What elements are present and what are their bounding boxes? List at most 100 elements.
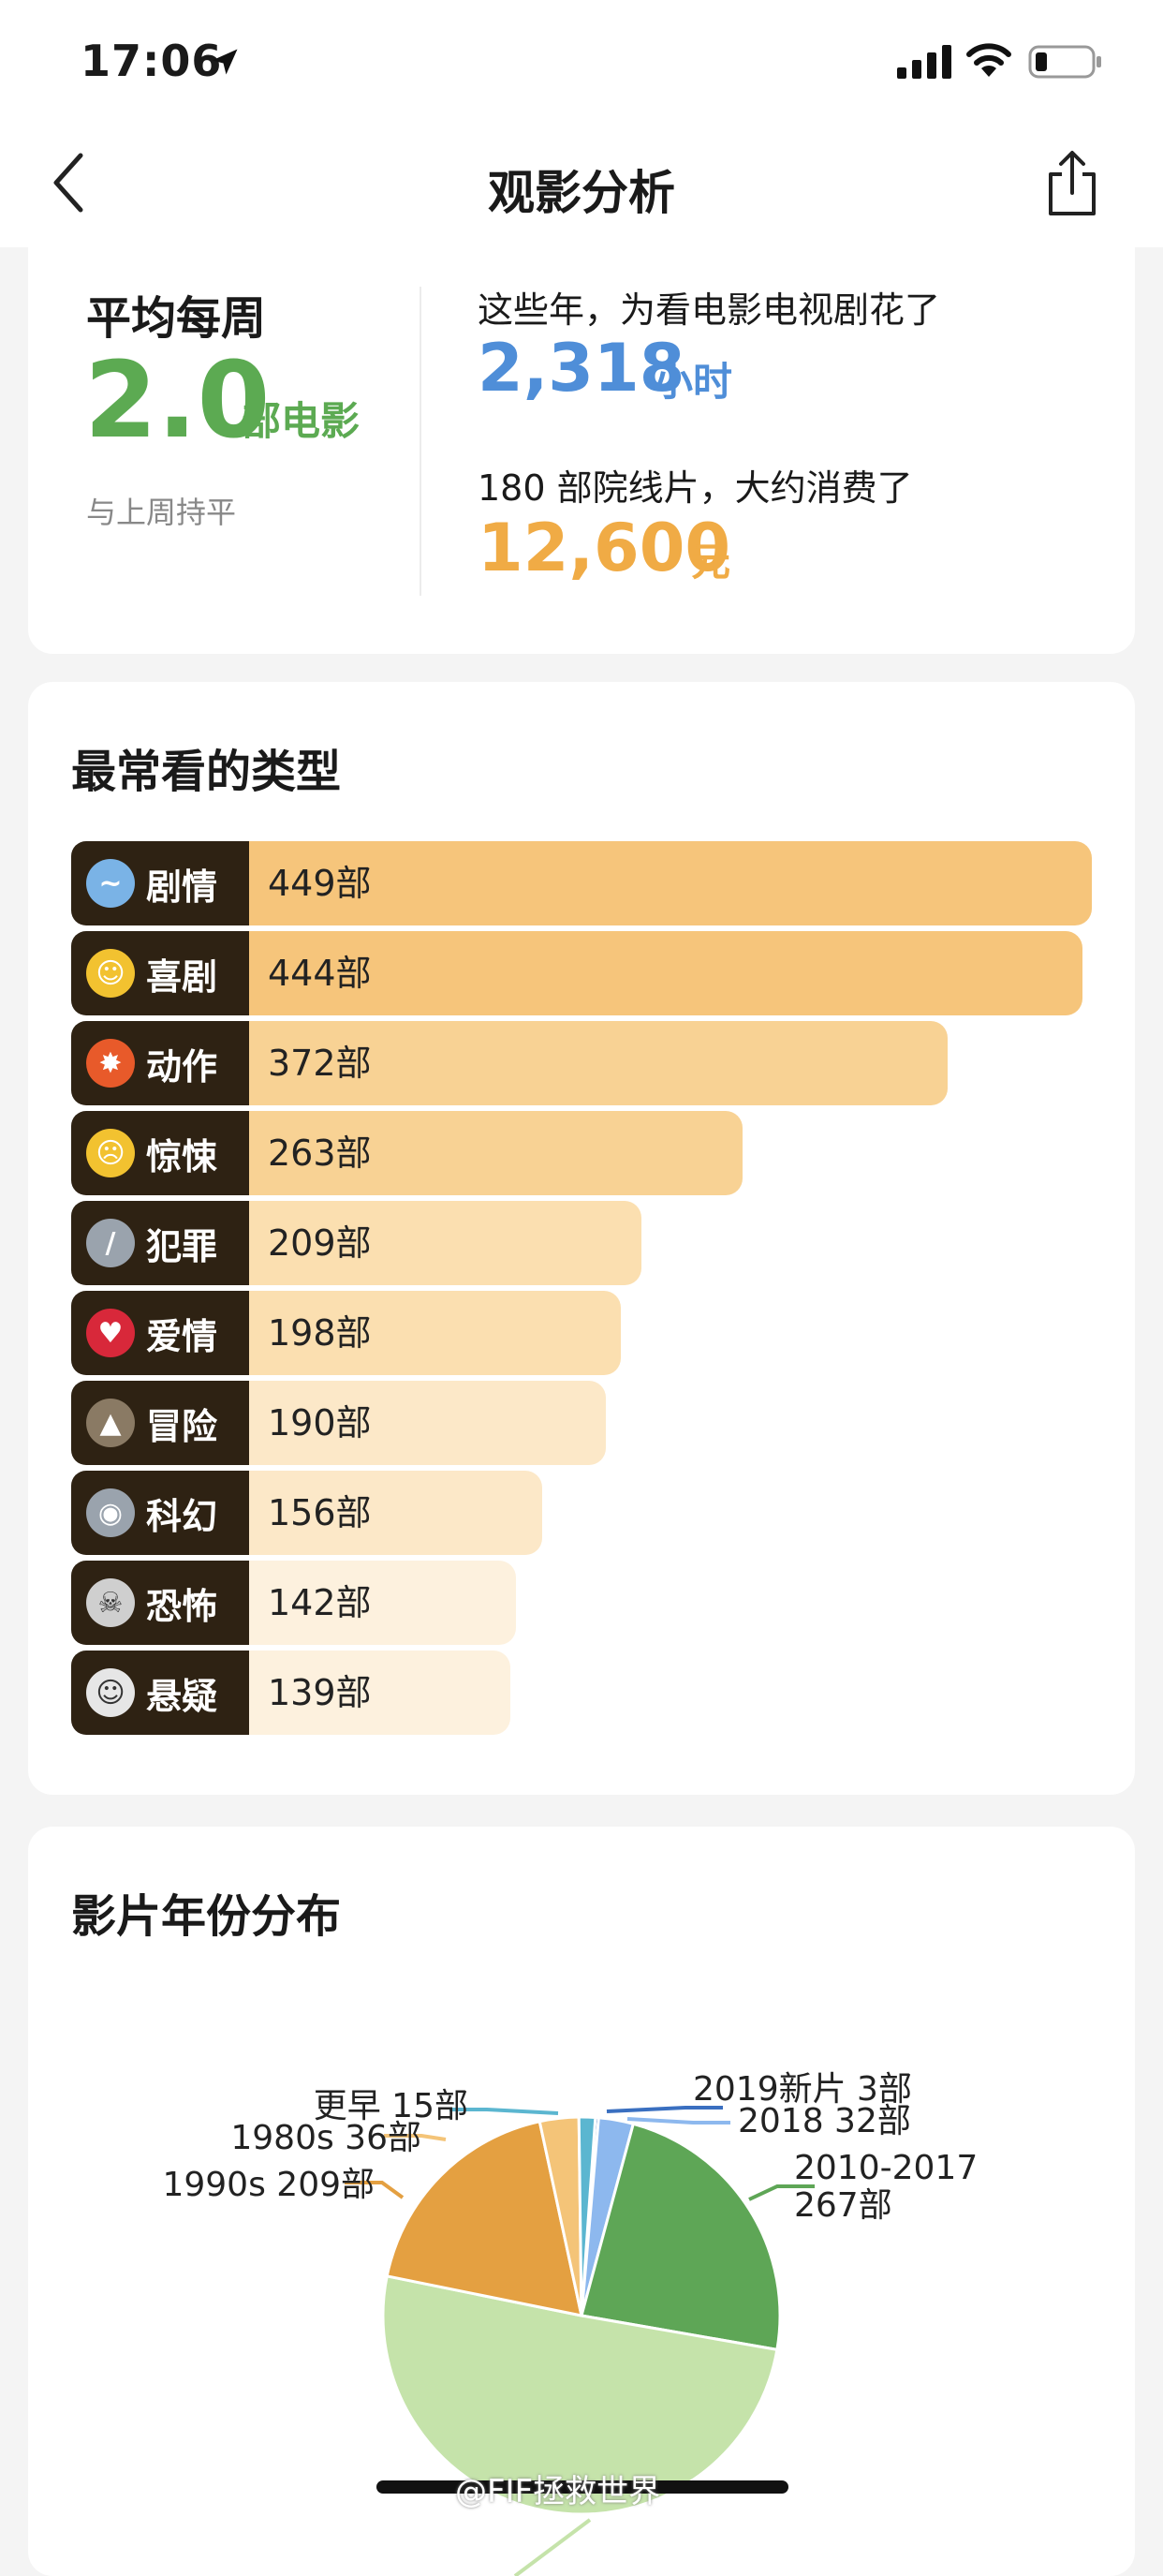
weekly-average-label: 平均每周: [86, 292, 267, 345]
genre-bar: [249, 1561, 516, 1645]
spend-value: 12,600: [478, 510, 731, 586]
pie-leader-line: [606, 2106, 723, 2113]
genre-name: 科幻: [146, 1495, 218, 1537]
genre-bar: [249, 1111, 743, 1195]
weekly-average-value: 2.0: [84, 340, 271, 462]
pie-slice: [577, 2115, 597, 2317]
pie-leader-line: [345, 2181, 405, 2199]
genre-count: 449部: [268, 863, 372, 904]
genre-tag: ✸ 动作: [71, 1021, 249, 1105]
pie-slice-label: 2010-2017: [794, 2149, 978, 2187]
status-time: 17:06: [81, 36, 223, 86]
genre-name: 剧情: [146, 866, 218, 908]
genre-row: ◉ 科幻 156部: [71, 1471, 1101, 1555]
scream-face-icon: ☹: [86, 1129, 135, 1177]
genre-tag: ☺ 喜剧: [71, 931, 249, 1015]
genre-count: 139部: [268, 1672, 372, 1713]
genre-bar: [249, 931, 1082, 1015]
genres-card: 最常看的类型 ~ 剧情 449部 ☺ 喜剧 444部 ✸ 动作 372部 ☹ 惊悚 263部 / 犯罪 20…: [28, 682, 1135, 1795]
genre-tag: ~ 剧情: [71, 841, 249, 925]
genre-tag: ♥ 爱情: [71, 1291, 249, 1375]
knife-icon: /: [86, 1219, 135, 1267]
back-chevron-icon[interactable]: [45, 150, 94, 215]
pie-slice: [381, 2274, 779, 2516]
genre-name: 犯罪: [146, 1225, 218, 1267]
genre-name: 惊悚: [146, 1135, 218, 1177]
genre-bar: [249, 1381, 606, 1465]
status-bar: 17:06: [0, 0, 1163, 122]
pie-slice-label: 1980s 36部: [230, 2119, 421, 2157]
pie-leader-line: [513, 2518, 592, 2576]
genre-row: ♥ 爱情 198部: [71, 1291, 1101, 1375]
genre-row: ✸ 动作 372部: [71, 1021, 1101, 1105]
genre-name: 喜剧: [146, 955, 218, 998]
genre-row: ☺ 喜剧 444部: [71, 931, 1101, 1015]
lips-icon: ♥: [86, 1309, 135, 1357]
battery-icon: [1028, 45, 1101, 79]
genre-tag: ☠ 恐怖: [71, 1561, 249, 1645]
genre-count: 209部: [268, 1222, 372, 1264]
pie-slice: [580, 2122, 782, 2352]
genre-tag: ☺ 悬疑: [71, 1651, 249, 1735]
ghost-icon: ☺: [86, 1668, 135, 1717]
genre-count: 142部: [268, 1582, 372, 1623]
spend-unit: 元: [691, 539, 731, 585]
genre-count: 444部: [268, 953, 372, 994]
pie-slice-label-line2: 267部: [794, 2186, 892, 2225]
genre-row: ☺ 悬疑 139部: [71, 1651, 1101, 1735]
genre-row: ▲ 冒险 190部: [71, 1381, 1101, 1465]
pie-leader-line: [384, 2134, 447, 2141]
genre-name: 恐怖: [146, 1585, 218, 1627]
page-title: 观影分析: [488, 166, 675, 220]
pie-slice: [385, 2119, 583, 2317]
stats-divider: [420, 287, 421, 596]
watermark: @FIF拯救世界: [455, 2473, 661, 2510]
genre-row: / 犯罪 209部: [71, 1201, 1101, 1285]
genre-name: 冒险: [146, 1405, 218, 1447]
pie-leader-line: [449, 2108, 559, 2115]
genre-count: 198部: [268, 1312, 372, 1354]
pie-slice-label: 1990s 209部: [162, 2166, 375, 2204]
hours-label: 这些年，为看电影电视剧花了: [478, 289, 941, 331]
genre-bar: [249, 1201, 641, 1285]
pie-leader-line: [626, 2117, 730, 2124]
alien-icon: ◉: [86, 1488, 135, 1537]
pie-slice-label: 2019新片 3部: [693, 2070, 912, 2109]
genre-row: ~ 剧情 449部: [71, 841, 1101, 925]
explosion-icon: ✸: [86, 1039, 135, 1088]
pie-leader-line: [748, 2184, 815, 2201]
hours-value: 2,318: [478, 330, 685, 407]
genre-bar: [249, 1651, 510, 1735]
pie-slice-label: 更早 15部: [314, 2087, 468, 2125]
genre-bar: [249, 1291, 621, 1375]
genre-name: 悬疑: [146, 1675, 218, 1717]
weekly-average-compare: 与上周持平: [86, 495, 237, 530]
share-icon[interactable]: [1045, 150, 1099, 217]
genre-name: 爱情: [146, 1315, 218, 1357]
genre-list: ~ 剧情 449部 ☺ 喜剧 444部 ✸ 动作 372部 ☹ 惊悚 263部 / 犯罪 209部 ♥ 爱情 19…: [71, 841, 1101, 1740]
genre-tag: ☹ 惊悚: [71, 1111, 249, 1195]
years-title: 影片年份分布: [71, 1890, 342, 1943]
weekly-average-unit: 部电影: [242, 398, 361, 444]
bathtub-icon: ~: [86, 859, 135, 908]
genre-tag: / 犯罪: [71, 1201, 249, 1285]
genre-row: ☠ 恐怖 142部: [71, 1561, 1101, 1645]
crazy-face-icon: ☺: [86, 949, 135, 998]
genre-row: ☹ 惊悚 263部: [71, 1111, 1101, 1195]
genre-count: 263部: [268, 1133, 372, 1174]
skull-icon: ☠: [86, 1578, 135, 1627]
genre-count: 156部: [268, 1492, 372, 1533]
pie-slice-label: 2018 32部: [738, 2102, 911, 2140]
cellular-signal-icon: [897, 45, 951, 79]
location-arrow-icon: [212, 49, 238, 75]
genre-count: 190部: [268, 1402, 372, 1443]
home-indicator[interactable]: [376, 2480, 788, 2494]
wifi-icon: [966, 43, 1011, 77]
hours-unit: 小时: [654, 359, 733, 405]
mountain-icon: ▲: [86, 1399, 135, 1447]
genres-title: 最常看的类型: [71, 746, 342, 798]
genre-tag: ▲ 冒险: [71, 1381, 249, 1465]
genre-count: 372部: [268, 1043, 372, 1084]
